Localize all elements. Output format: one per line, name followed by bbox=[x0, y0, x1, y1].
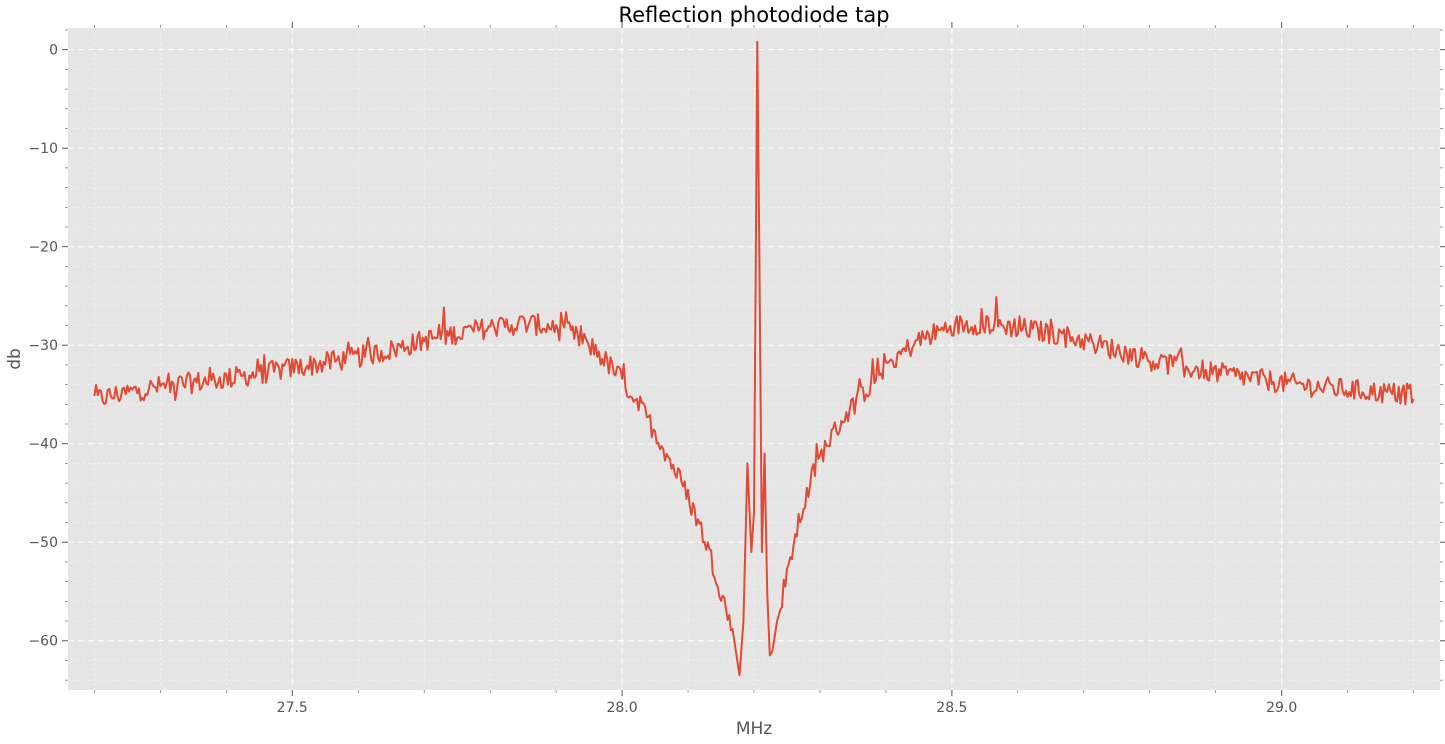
y-tick-label: −40 bbox=[28, 437, 58, 453]
y-tick-label: −30 bbox=[28, 338, 58, 354]
x-tick-label: 27.5 bbox=[277, 700, 308, 716]
series-line bbox=[93, 40, 1415, 677]
y-tick-label: −20 bbox=[28, 240, 58, 256]
y-tick-label: −10 bbox=[28, 141, 58, 157]
x-tick-label: 28.0 bbox=[606, 700, 637, 716]
y-tick-label: −60 bbox=[28, 634, 58, 650]
x-tick-labels: 27.5 28.0 28.5 29.0 bbox=[277, 700, 1298, 716]
axis-ticks bbox=[62, 22, 1445, 696]
x-tick-label: 28.5 bbox=[936, 700, 967, 716]
x-axis-label: MHz bbox=[736, 719, 772, 739]
y-axis-label: db bbox=[5, 348, 25, 370]
y-tick-labels: 0 −10 −20 −30 −40 −50 −60 bbox=[28, 43, 58, 650]
series-layer bbox=[93, 40, 1415, 677]
x-tick-label: 29.0 bbox=[1266, 700, 1297, 716]
y-tick-label: −50 bbox=[28, 535, 58, 551]
chart-title: Reflection photodiode tap bbox=[618, 3, 889, 27]
y-tick-label: 0 bbox=[49, 43, 58, 59]
